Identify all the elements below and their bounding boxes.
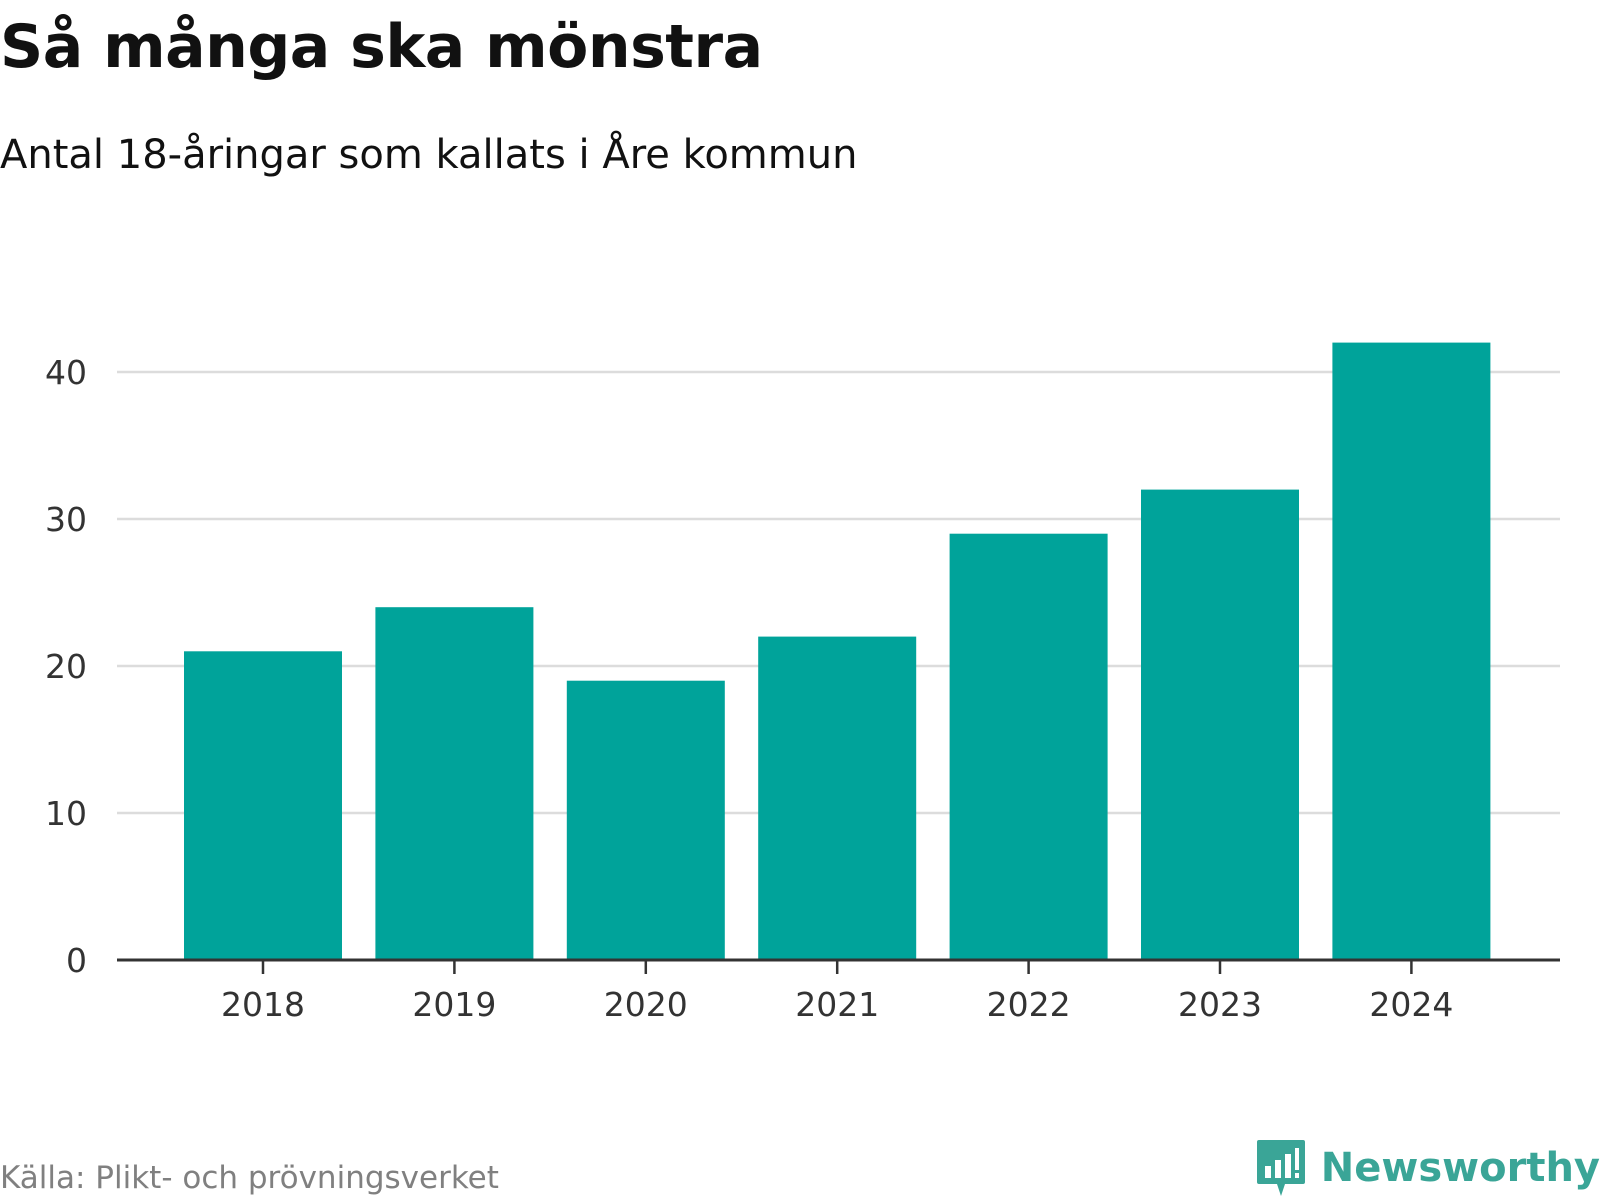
y-tick-label-20: 20 [45, 647, 87, 686]
source-note: Källa: Plikt- och prövningsverket [0, 1160, 499, 1196]
bar-2020 [566, 680, 725, 960]
x-tick-label-2020: 2020 [604, 985, 688, 1024]
bar-2021 [758, 636, 917, 960]
x-tick-label-2019: 2019 [412, 985, 496, 1024]
bar-2022 [949, 533, 1108, 960]
bar-2023 [1141, 489, 1299, 960]
chart-title: Så många ska mönstra [0, 12, 763, 82]
x-tick-label-2022: 2022 [987, 985, 1071, 1024]
y-tick-label-0: 0 [66, 941, 87, 980]
y-tick-label-10: 10 [45, 794, 87, 833]
y-tick-label-30: 30 [45, 500, 87, 539]
bar-2024 [1332, 342, 1491, 961]
brand-name: Newsworthy [1320, 1145, 1600, 1191]
bar-2019 [375, 607, 534, 960]
chart-subtitle: Antal 18-åringar som kallats i Åre kommu… [0, 132, 858, 178]
x-tick-label-2018: 2018 [221, 985, 305, 1024]
newsworthy-icon [1256, 1140, 1305, 1196]
x-tick-label-2023: 2023 [1178, 985, 1262, 1024]
bar-2018 [184, 651, 342, 960]
y-tick-label-40: 40 [45, 353, 87, 392]
brand-logo: Newsworthy [1255, 1138, 1600, 1198]
x-tick-label-2024: 2024 [1369, 985, 1453, 1024]
x-tick-label-2021: 2021 [795, 985, 879, 1024]
